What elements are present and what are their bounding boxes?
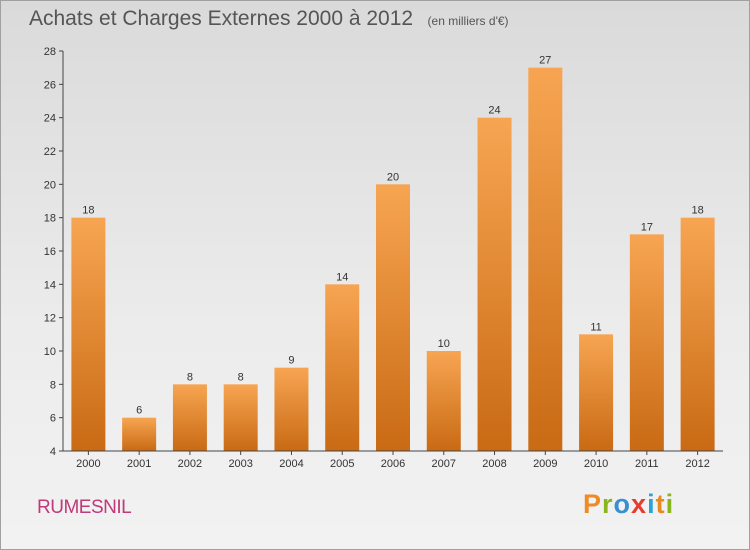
data-label-2012: 18 — [691, 205, 703, 217]
x-tick-label-2008: 2008 — [482, 458, 506, 470]
data-label-2011: 17 — [641, 221, 653, 233]
x-tick-label-2003: 2003 — [228, 458, 252, 470]
data-label-2009: 27 — [539, 55, 551, 67]
x-tick-label-2005: 2005 — [330, 458, 354, 470]
x-tick-label-2002: 2002 — [178, 458, 202, 470]
y-axis: 4 6 8 10 12 14 16 18 20 22 24 26 28 — [44, 46, 64, 458]
logo-letter: x — [631, 489, 648, 519]
data-label-2002: 8 — [187, 371, 193, 383]
data-label-2010: 11 — [590, 321, 601, 333]
y-tick-label: 18 — [44, 213, 56, 225]
logo-letter: o — [613, 489, 632, 519]
y-tick-label: 6 — [50, 413, 56, 425]
x-axis: 2000 2001 2002 2003 2004 2005 2006 2007 2008 2009… — [63, 450, 723, 470]
bar-2004 — [274, 367, 309, 451]
data-label-2005: 14 — [336, 271, 348, 283]
data-label-2007: 10 — [438, 338, 450, 350]
y-tick-label: 4 — [50, 446, 56, 458]
logo-letter: t — [655, 489, 666, 519]
x-tick-label-2011: 2011 — [635, 458, 659, 470]
logo-letter: r — [602, 489, 614, 519]
chart-title: Achats et Charges Externes 2000 à 2012 — [29, 7, 414, 30]
bar-2002 — [172, 384, 207, 451]
proxiti-logo: Proxiti — [583, 489, 674, 520]
chart-title-block: Achats et Charges Externes 2000 à 2012 (… — [29, 7, 509, 31]
y-tick-label: 16 — [44, 246, 56, 258]
bar-2006 — [376, 184, 410, 452]
bar-2009 — [528, 67, 563, 452]
bar-2003 — [223, 384, 258, 451]
bar-2007 — [426, 351, 461, 451]
logo-letter: i — [647, 489, 656, 519]
bar-2005 — [325, 284, 360, 451]
bar-2001 — [122, 417, 157, 451]
bar-2000 — [71, 217, 106, 451]
x-tick-label-2012: 2012 — [685, 458, 709, 470]
y-tick-label: 26 — [44, 79, 56, 91]
data-label-2004: 9 — [288, 355, 294, 367]
bar-2010 — [579, 334, 614, 451]
y-tick-label: 14 — [44, 279, 56, 291]
commune-name: RUMESNIL — [37, 497, 132, 518]
data-label-2003: 8 — [238, 371, 244, 383]
data-label-2001: 6 — [136, 405, 142, 417]
x-tick-label-2004: 2004 — [279, 458, 303, 470]
logo-letter: P — [583, 489, 603, 519]
data-label-2000: 18 — [82, 205, 94, 217]
y-tick-label: 12 — [44, 313, 56, 325]
data-label-2006: 20 — [387, 171, 399, 183]
data-label-2008: 24 — [488, 105, 500, 117]
y-tick-label: 22 — [44, 146, 56, 158]
x-tick-label-2006: 2006 — [381, 458, 405, 470]
x-tick-label-2001: 2001 — [127, 458, 151, 470]
bar-2012 — [680, 217, 715, 451]
x-tick-label-2009: 2009 — [533, 458, 557, 470]
x-tick-label-2000: 2000 — [76, 458, 100, 470]
y-tick-label: 20 — [44, 179, 56, 191]
y-tick-label: 28 — [44, 46, 56, 58]
y-tick-label: 10 — [44, 346, 56, 358]
x-tick-label-2010: 2010 — [584, 458, 608, 470]
x-tick-label-2007: 2007 — [432, 458, 456, 470]
y-tick-label: 24 — [44, 113, 56, 125]
bar-2008 — [477, 117, 512, 452]
chart-subtitle: (en milliers d'€) — [427, 14, 509, 28]
bar-2011 — [629, 234, 664, 451]
logo-letter: i — [665, 489, 675, 519]
bars: 18 6 8 8 9 14 20 10 24 27 11 17 18 — [71, 55, 715, 452]
y-tick-label: 8 — [50, 379, 56, 391]
